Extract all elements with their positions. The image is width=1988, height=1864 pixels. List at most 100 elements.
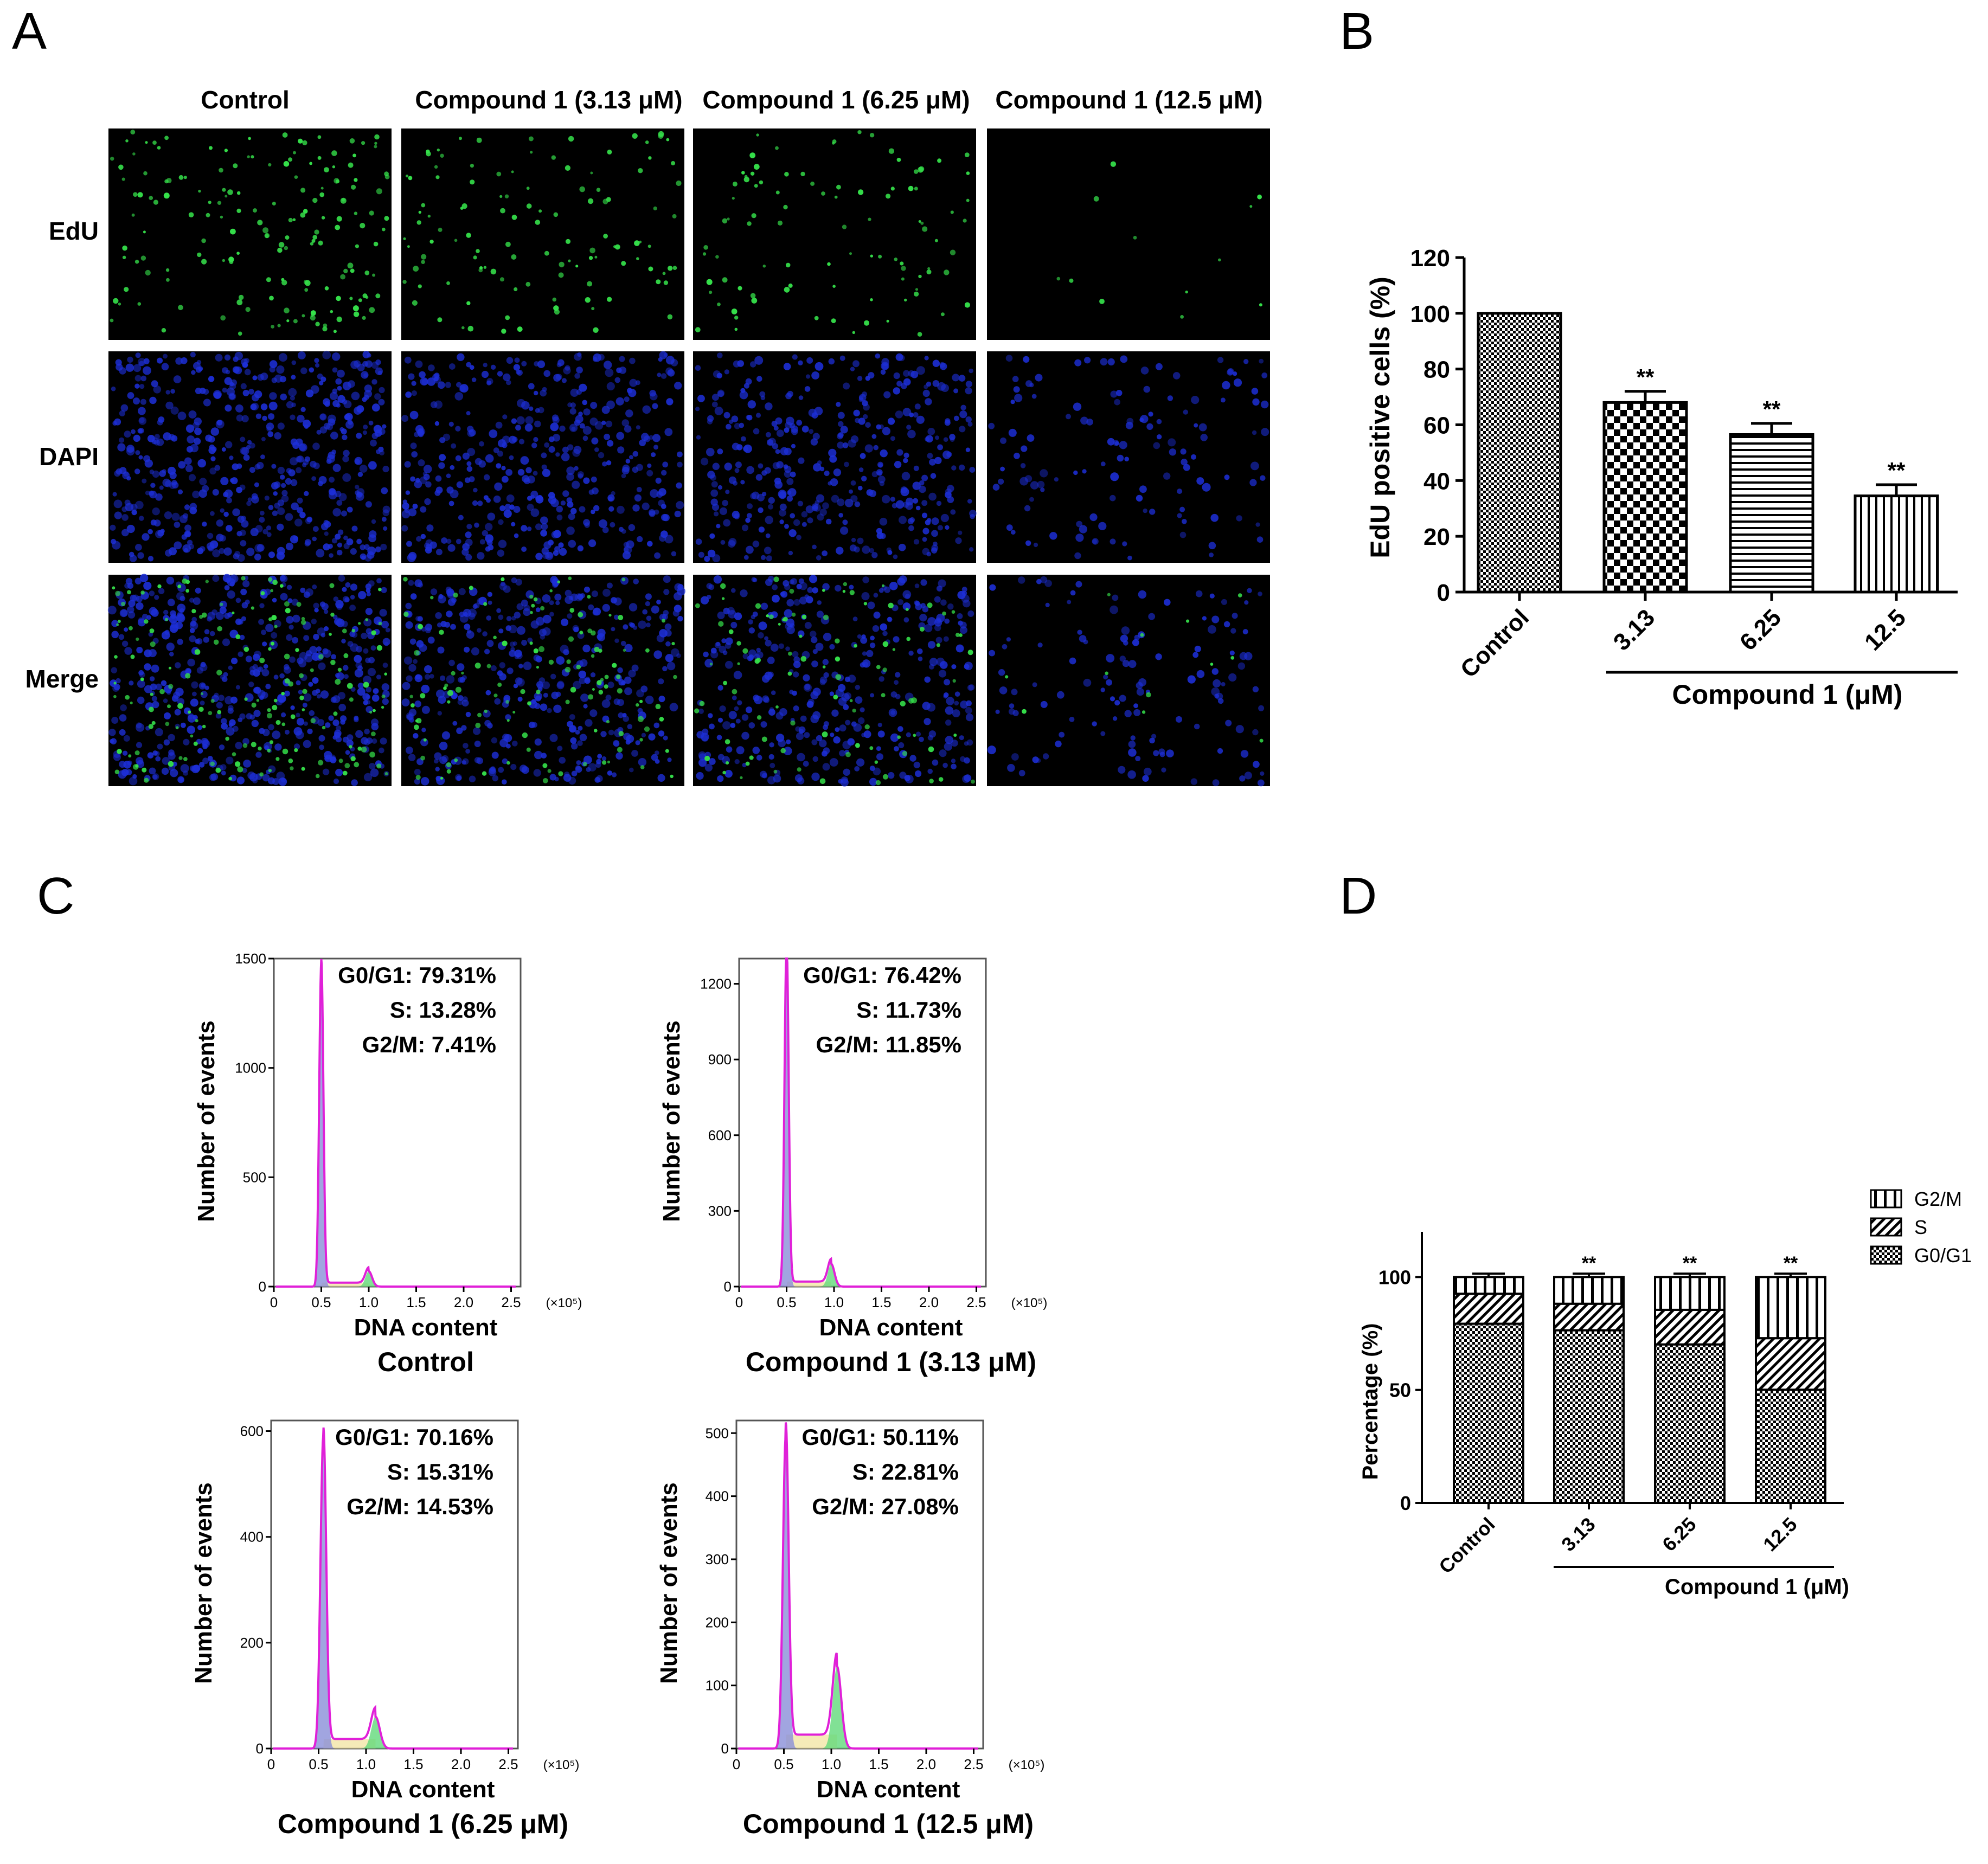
nucleus-dot xyxy=(583,586,591,593)
nucleus-dot xyxy=(152,773,159,780)
nucleus-dot xyxy=(162,757,170,765)
nucleus-dot xyxy=(149,590,155,596)
nucleus-dot xyxy=(498,439,506,448)
nucleus-dot xyxy=(873,767,881,776)
edu-dot xyxy=(166,278,170,282)
nucleus-dot xyxy=(341,639,346,644)
edu-dot xyxy=(937,158,942,163)
nucleus-dot xyxy=(190,698,198,707)
nucleus-dot xyxy=(350,595,355,600)
nucleus-dot xyxy=(862,414,868,420)
nucleus-dot xyxy=(1114,398,1120,406)
nucleus-dot xyxy=(520,764,528,773)
nucleus-dot xyxy=(210,427,219,436)
nucleus-dot xyxy=(613,741,620,747)
nucleus-dot xyxy=(408,508,417,517)
panel-d-ylabel: Percentage (%) xyxy=(1358,1323,1382,1480)
nucleus-dot xyxy=(343,449,350,457)
edu-dot xyxy=(281,278,285,281)
nucleus-dot xyxy=(829,455,837,463)
edu-dot xyxy=(732,689,738,695)
edu-dot xyxy=(237,766,243,773)
nucleus-dot xyxy=(121,514,129,521)
edu-dot xyxy=(219,168,223,173)
edu-dot xyxy=(247,155,250,158)
nucleus-dot xyxy=(1172,372,1181,380)
nucleus-dot xyxy=(924,718,931,725)
edu-dot xyxy=(421,260,425,265)
nucleus-dot xyxy=(112,421,117,426)
nucleus-dot xyxy=(617,667,623,673)
nucleus-dot xyxy=(655,478,662,484)
nucleus-dot xyxy=(439,742,448,750)
edu-dot xyxy=(754,658,760,664)
nucleus-dot xyxy=(807,698,815,705)
nucleus-dot xyxy=(197,459,207,468)
nucleus-dot xyxy=(1208,542,1216,550)
nucleus-dot xyxy=(797,753,805,762)
nucleus-dot xyxy=(137,680,145,688)
xtick-label: 1.5 xyxy=(869,1756,888,1772)
nucleus-dot xyxy=(405,490,411,495)
nucleus-dot xyxy=(651,754,658,761)
nucleus-dot xyxy=(658,357,663,362)
edu-dot xyxy=(384,772,388,775)
nucleus-dot xyxy=(745,378,752,385)
edu-dot xyxy=(177,584,182,589)
nucleus-dot xyxy=(944,679,951,686)
nucleus-dot xyxy=(385,627,390,633)
nucleus-dot xyxy=(1045,602,1050,607)
nucleus-dot xyxy=(337,542,343,548)
nucleus-dot xyxy=(457,663,465,671)
nucleus-dot xyxy=(414,700,421,708)
edu-dot xyxy=(288,217,293,223)
nucleus-dot xyxy=(209,467,217,475)
nucleus-dot xyxy=(803,761,809,767)
nucleus-dot xyxy=(302,703,307,708)
nucleus-dot xyxy=(838,513,843,518)
edu-dot xyxy=(780,748,786,754)
nucleus-dot xyxy=(193,597,201,605)
nucleus-dot xyxy=(998,478,1004,485)
nucleus-dot xyxy=(601,699,611,708)
edu-dot xyxy=(149,196,153,200)
edu-dot xyxy=(268,618,272,621)
nucleus-dot xyxy=(628,389,637,397)
nucleus-dot xyxy=(279,673,285,679)
nucleus-dot xyxy=(365,657,371,664)
nucleus-dot xyxy=(811,371,819,380)
edu-dot xyxy=(736,641,741,646)
nucleus-dot xyxy=(318,735,325,742)
edu-dot xyxy=(150,692,153,696)
edu-dot xyxy=(553,305,559,311)
nucleus-dot xyxy=(335,600,344,609)
edu-dot xyxy=(842,590,846,593)
nucleus-dot xyxy=(465,749,470,754)
nucleus-dot xyxy=(450,490,459,498)
nucleus-dot xyxy=(222,387,227,393)
xtick-label: 0 xyxy=(735,1294,743,1310)
edu-dot xyxy=(1133,236,1137,240)
edu-dot xyxy=(309,162,312,165)
nucleus-dot xyxy=(177,412,187,420)
nucleus-dot xyxy=(800,715,807,722)
nucleus-dot xyxy=(219,535,226,542)
nucleus-dot xyxy=(511,418,517,424)
nucleus-dot xyxy=(548,496,556,504)
edu-dot xyxy=(461,203,467,209)
nucleus-dot xyxy=(806,596,813,603)
nucleus-dot xyxy=(561,378,567,383)
nucleus-dot xyxy=(989,650,995,657)
edu-dot xyxy=(863,602,868,606)
nucleus-dot xyxy=(784,584,791,590)
nucleus-dot xyxy=(556,515,563,520)
nucleus-dot xyxy=(716,372,723,378)
nucleus-dot xyxy=(487,512,496,521)
edu-dot xyxy=(363,682,369,688)
nucleus-dot xyxy=(625,409,633,417)
nucleus-dot xyxy=(829,758,838,767)
nucleus-dot xyxy=(482,530,488,537)
nucleus-dot xyxy=(369,530,377,538)
nucleus-dot xyxy=(368,580,375,587)
